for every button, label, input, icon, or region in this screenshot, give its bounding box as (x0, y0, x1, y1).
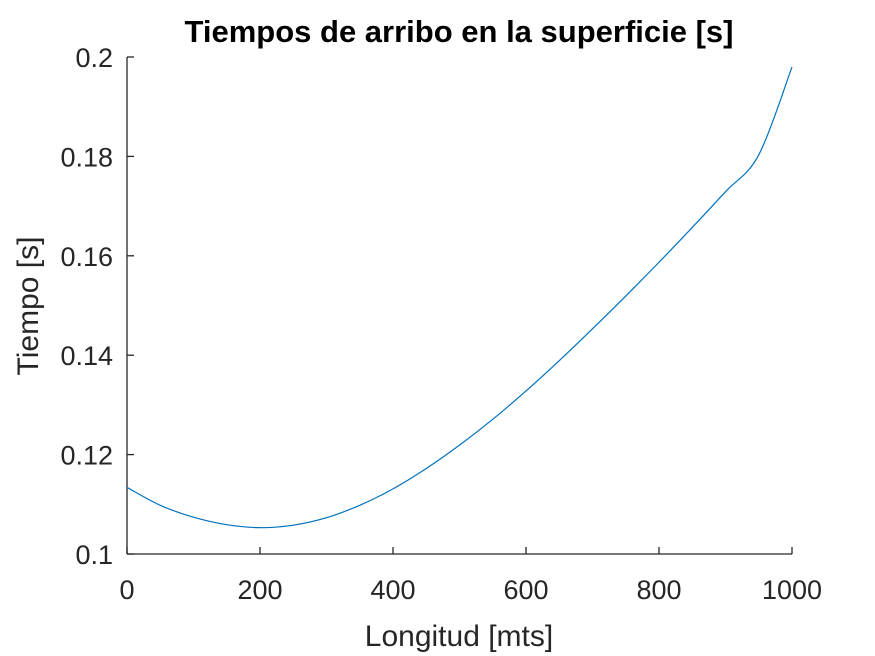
x-tick-label: 800 (636, 575, 681, 605)
x-tick-label: 200 (237, 575, 282, 605)
y-tick-label: 0.1 (75, 540, 113, 570)
y-axis-label: Tiempo [s] (12, 237, 45, 376)
series-line (126, 66, 793, 529)
y-tick-label: 0.18 (60, 142, 113, 172)
tick-marks (126, 56, 793, 555)
series-group (126, 66, 793, 529)
y-tick-label: 0.14 (60, 341, 113, 371)
y-tick-label: 0.2 (75, 43, 113, 73)
y-tick-label: 0.16 (60, 242, 113, 272)
x-tick-labels: 0 200 400 600 800 1000 (119, 575, 822, 605)
chart-title: Tiempos de arribo en la superficie [s] (185, 14, 734, 49)
y-tick-label: 0.12 (60, 441, 113, 471)
x-tick-label: 400 (370, 575, 415, 605)
x-tick-label: 0 (119, 575, 134, 605)
y-tick-labels: 0.1 0.12 0.14 0.16 0.18 0.2 (60, 43, 113, 570)
axes (126, 57, 792, 555)
x-tick-label: 600 (503, 575, 548, 605)
x-axis-label: Longitud [mts] (365, 620, 553, 653)
x-tick-label: 1000 (762, 575, 822, 605)
